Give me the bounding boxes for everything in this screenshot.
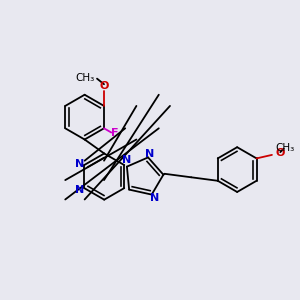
Text: CH₃: CH₃ xyxy=(75,73,94,83)
Text: O: O xyxy=(99,81,109,91)
Text: N: N xyxy=(75,159,85,169)
Text: N: N xyxy=(145,149,154,159)
Text: N: N xyxy=(150,193,159,203)
Text: N: N xyxy=(122,155,132,165)
Text: CH₃: CH₃ xyxy=(276,143,295,153)
Text: N: N xyxy=(75,184,85,194)
Text: O: O xyxy=(276,148,285,158)
Text: F: F xyxy=(111,128,119,137)
